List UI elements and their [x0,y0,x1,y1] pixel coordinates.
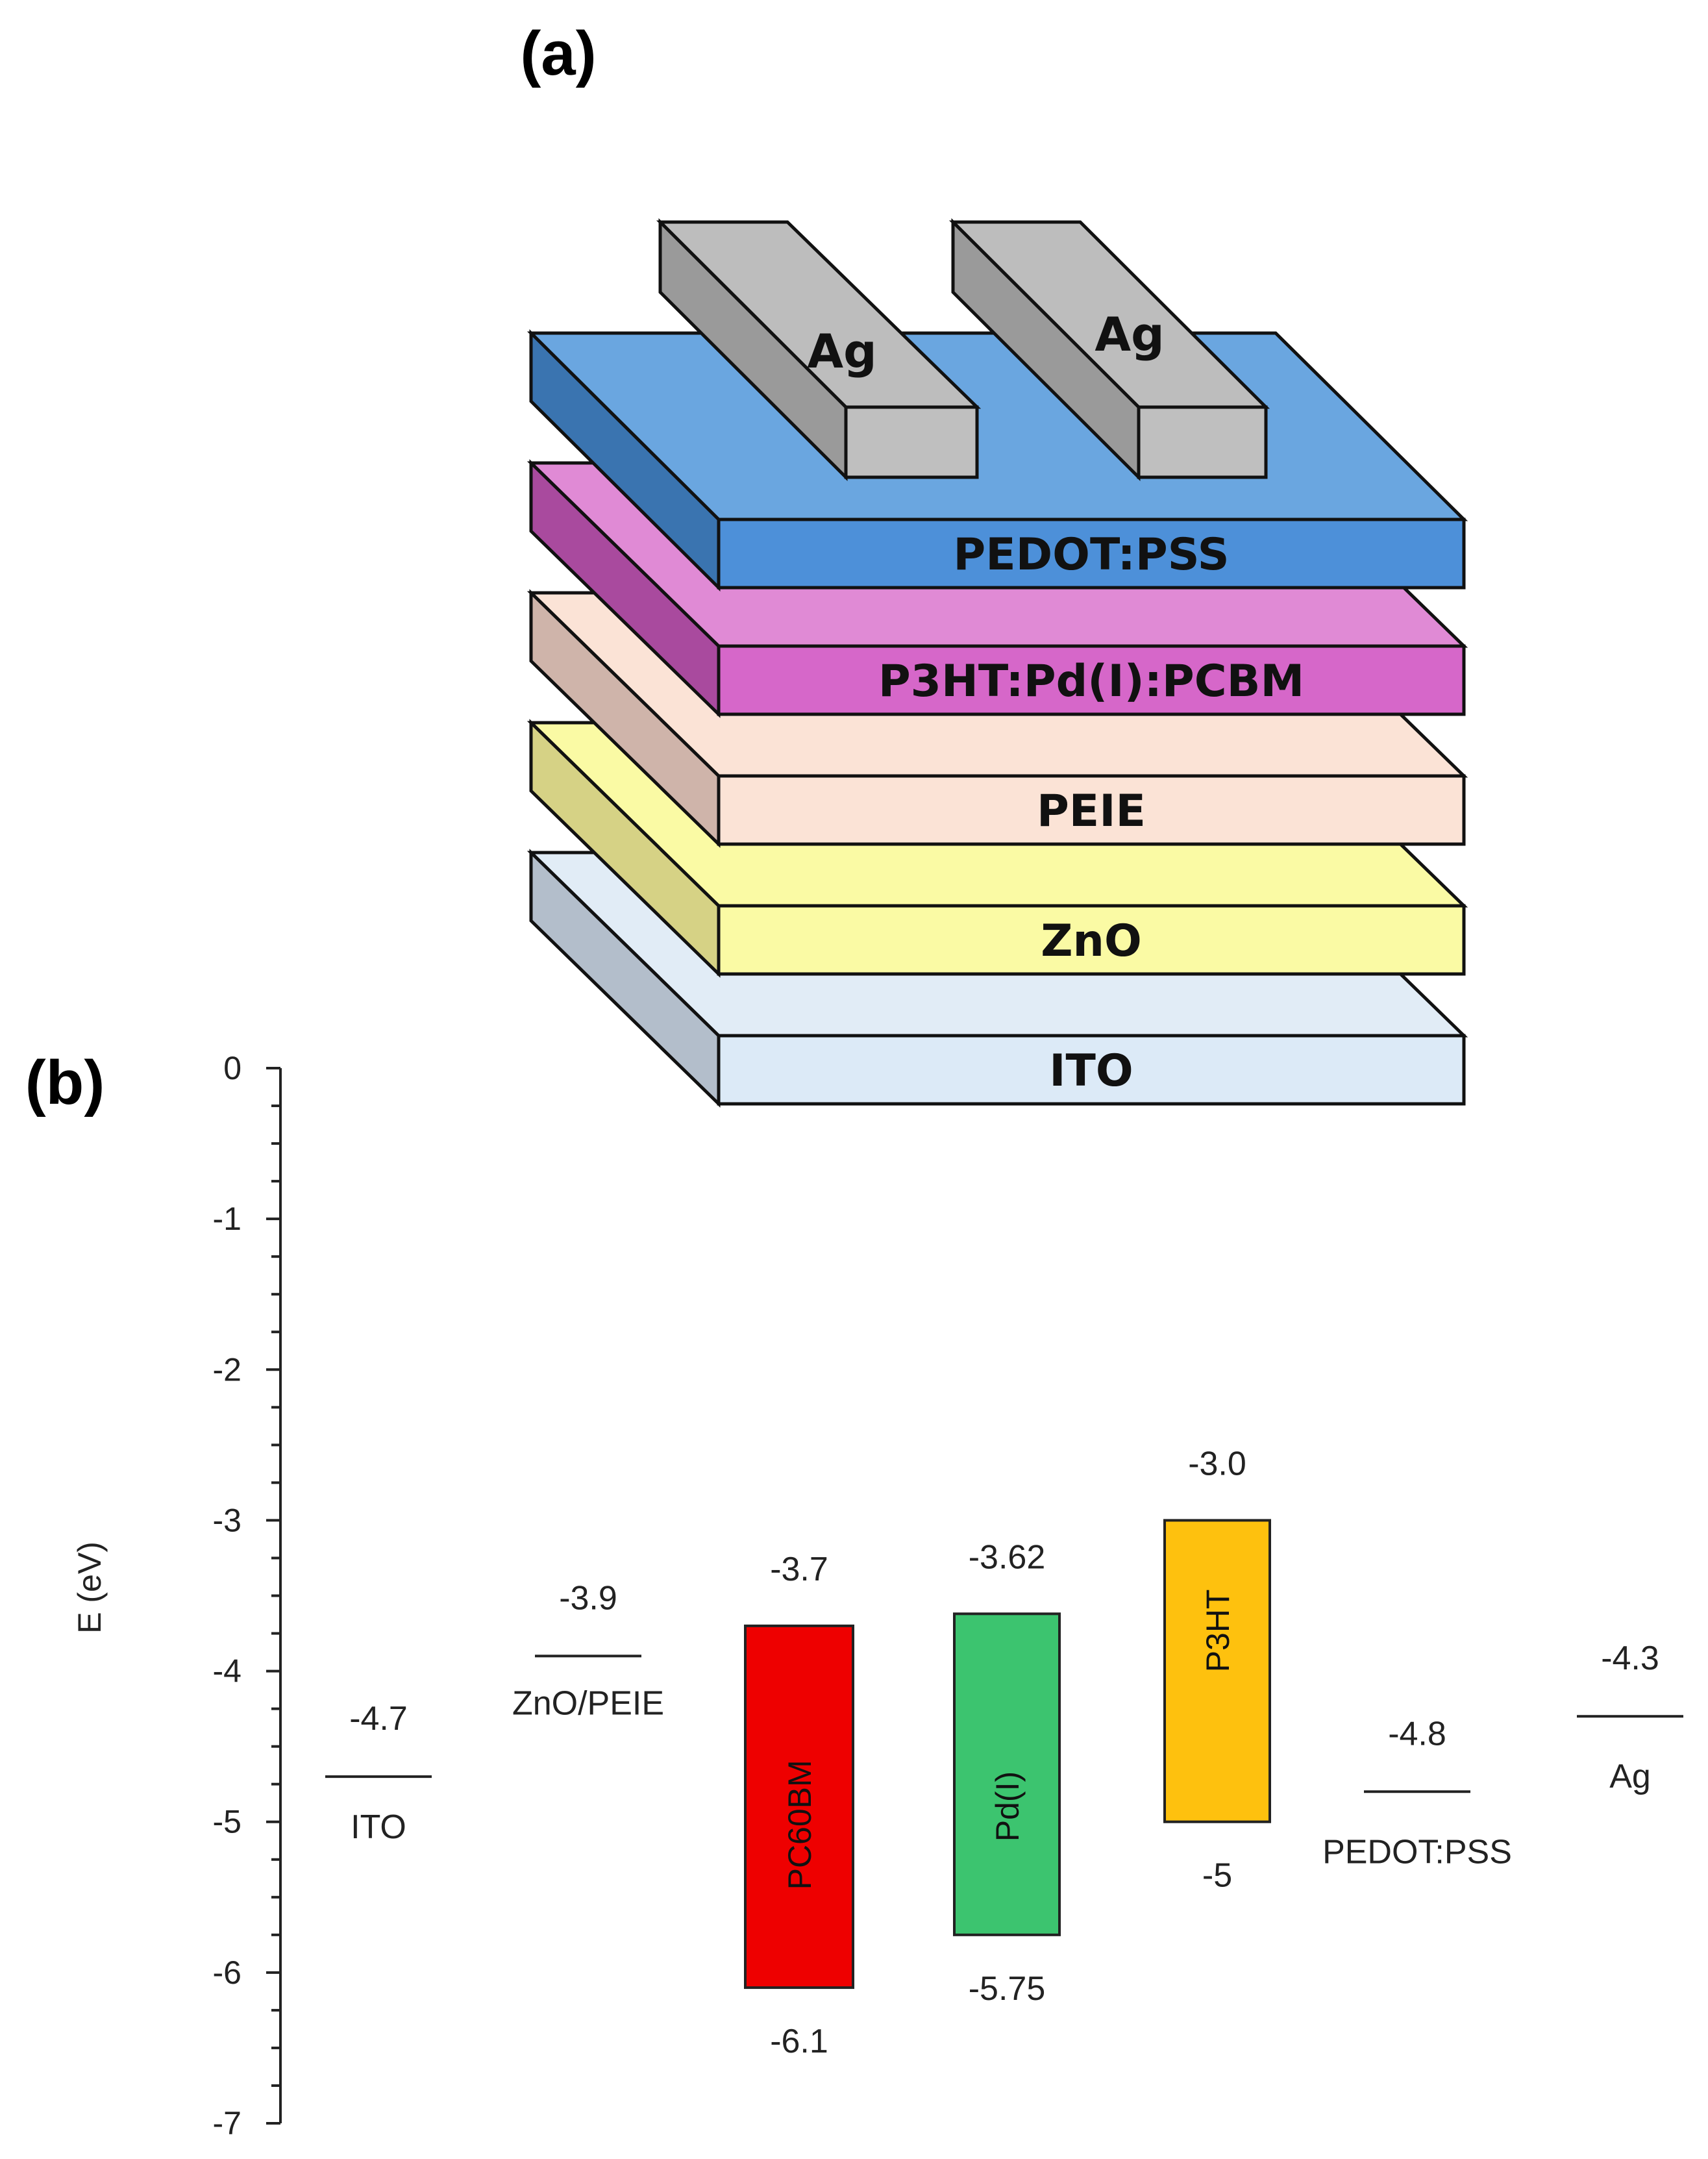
layer-active-label: P3HT:Pd(I):PCBM [878,656,1304,707]
band-lumo-label: -3.7 [770,1551,828,1588]
y-axis-title: E (eV) [71,1541,108,1634]
energy-bands: -3.7 -6.1 PC60BM -3.62 -5.75 Pd(I) -3.0 -5 P3HT [744,1445,1271,2060]
layer-pedot-label: PEDOT:PSS [953,529,1229,580]
band-name-label: P3HT [1200,1590,1236,1673]
level-value-label: -4.3 [1601,1640,1659,1677]
band-homo-label: -6.1 [770,2023,828,2060]
layer-pedot-front-face [717,518,1466,590]
panel-b-label: (b) [25,1048,105,1117]
y-tick-label: -3 [213,1502,241,1538]
electrode-ag-2-front-face [1137,405,1268,479]
band-name-label: PC60BM [782,1760,818,1890]
y-tick-label: -6 [213,1954,241,1991]
panel-a-label: (a) [520,19,596,88]
level-value-label: -4.8 [1388,1715,1446,1753]
device-stack: ITO ZnO PEIE P3HT:Pd(I):PCBM [526,218,1468,1108]
band-rect-2 [1163,1519,1271,1823]
y-tick-label: -2 [213,1351,241,1388]
electrode-ag-2-label: Ag [1095,307,1164,362]
layer-ito-front-face [717,1034,1466,1106]
level-name-label: ZnO/PEIE [512,1684,664,1722]
level-name-label: ITO [351,1808,406,1846]
level-name-label: PEDOT:PSS [1322,1833,1512,1871]
y-tick-label: -7 [213,2105,241,2141]
band-homo-label: -5 [1202,1857,1232,1895]
energy-level-chart: E (eV) 0 -1 -2 -3 -4 -5 -6 -7 -4.7 ITO -3.9 ZnO/PE… [71,1050,1683,2141]
y-tick-label: -4 [213,1653,241,1690]
electrode-ag-1: Ag [656,218,982,482]
y-tick-label: -1 [213,1201,241,1237]
level-value-label: -3.9 [559,1579,617,1617]
electrode-ag-1-label: Ag [807,324,876,379]
level-name-label: Ag [1609,1758,1651,1795]
band-homo-label: -5.75 [969,1970,1046,2008]
electrode-ag-2: Ag [948,218,1270,482]
band-lumo-label: -3.0 [1188,1445,1246,1482]
y-tick-label: -5 [213,1804,241,1840]
layer-active-front-face [717,644,1466,716]
energy-levels: -4.7 ITO -3.9 ZnO/PEIE -4.8 PEDOT:PSS -4.3 Ag [325,1579,1683,1871]
band-rect-0 [744,1624,854,1990]
band-name-label: Pd(I) [989,1771,1026,1841]
layer-zno-front-face [717,904,1466,976]
y-tick-label: 0 [223,1050,241,1086]
level-value-label: -4.7 [349,1700,408,1738]
band-lumo-label: -3.62 [969,1538,1046,1576]
layer-peie-front-face [717,774,1466,846]
electrode-ag-1-front-face [844,405,979,479]
band-rect-1 [953,1612,1061,1936]
layer-zno-label: ZnO [1041,916,1142,967]
layer-peie-label: PEIE [1037,786,1146,837]
y-axis-ticks [266,1067,280,2125]
layer-ito-label: ITO [1049,1045,1133,1097]
y-axis-tick-labels: 0 -1 -2 -3 -4 -5 -6 -7 [213,1050,241,2141]
